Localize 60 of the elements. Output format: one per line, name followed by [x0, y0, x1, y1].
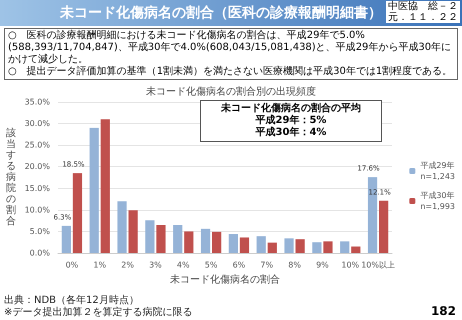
- x-tick-label: 2%: [121, 260, 134, 270]
- x-tick-label: 5%: [204, 260, 218, 270]
- bar: [256, 236, 266, 253]
- bar: [268, 242, 277, 253]
- x-tick-label: 7%: [260, 260, 274, 270]
- bar: [128, 210, 138, 253]
- annotation: 平成30年：4%: [254, 127, 328, 139]
- text: 該当する病院の割合: [6, 128, 16, 227]
- y-tick-label: 35.0%: [24, 98, 50, 106]
- bar: [340, 241, 350, 253]
- bar: [296, 239, 305, 253]
- bar: [312, 242, 322, 253]
- x-tick-label: 6%: [232, 260, 246, 270]
- y-tick-label: 10.0%: [24, 205, 50, 214]
- legend-label: 平成30年 n=1,993: [420, 191, 456, 211]
- bar: [212, 232, 222, 253]
- x-tick-label: 3%: [149, 260, 162, 270]
- bar: [100, 119, 110, 253]
- bar: [173, 224, 182, 253]
- y-tick-label: 15.0%: [24, 184, 50, 193]
- bar: [117, 201, 127, 253]
- bar: [240, 237, 250, 253]
- bar: [145, 220, 154, 253]
- y-tick-label: 25.0%: [24, 140, 50, 150]
- legend-label: 平成29年 n=1,243: [420, 161, 456, 181]
- bar: [200, 228, 210, 253]
- x-tick-label: 10%以上: [361, 260, 395, 270]
- x-tick-label: 0%: [66, 260, 79, 270]
- bar: [90, 128, 99, 253]
- x-tick-label: 4%: [176, 260, 190, 270]
- x-tick-label: 10%: [341, 260, 360, 270]
- bar: [284, 238, 294, 253]
- y-tick-label: 0.0%: [30, 248, 50, 258]
- bar: [72, 173, 82, 253]
- bar: [62, 226, 71, 253]
- x-tick-label: 1%: [93, 260, 106, 270]
- x-tick-label: 8%: [288, 260, 302, 270]
- bar: [379, 200, 388, 253]
- bar: [184, 231, 194, 253]
- annotation: 未コード化傷病名の割合の平均: [220, 103, 362, 114]
- bar: [323, 241, 333, 253]
- x-tick-label: 9%: [316, 260, 330, 270]
- text: ○ 提出データ評価加算の基準（1割未満）を満たさない医療機関は平成30年では1割程度である。: [8, 66, 454, 78]
- chart-subtitle: 未コード化傷病名の割合別の出現頻度: [146, 86, 316, 98]
- chart-title: 未コード化傷病名の割合（医科の診療報酬明細書）: [60, 5, 382, 21]
- text: ※データ提出加算２を算定する病院に限る: [4, 307, 192, 319]
- annotation: 平成29年：5%: [254, 115, 328, 126]
- x-axis-title: 未コード化傷病名の割合: [170, 274, 280, 286]
- text: ○ 医科の診療報酬明細における未コード化傷病名の割合は、平成29年で5.0%(588,393/11,704,847)、平成30年で4.0%(608,043/15,081,438)と、平成29年から平成30年にかけて減少した。: [8, 30, 452, 66]
- text: 中医協 総－２: [388, 1, 458, 12]
- bar: [156, 224, 166, 253]
- bar: [351, 246, 360, 253]
- text: 182: [430, 304, 456, 318]
- text: 元．１１．２２: [388, 12, 458, 23]
- y-tick-label: 30.0%: [24, 119, 50, 128]
- y-tick-label: 5.0%: [30, 226, 50, 236]
- bar: [228, 234, 238, 253]
- source-note: 出典：NDB（各年12月時点）: [4, 295, 140, 306]
- y-tick-label: 20.0%: [24, 162, 50, 172]
- note-box: 未コード化傷病名の割合の平均 平成29年：5% 平成30年：4%: [200, 100, 382, 142]
